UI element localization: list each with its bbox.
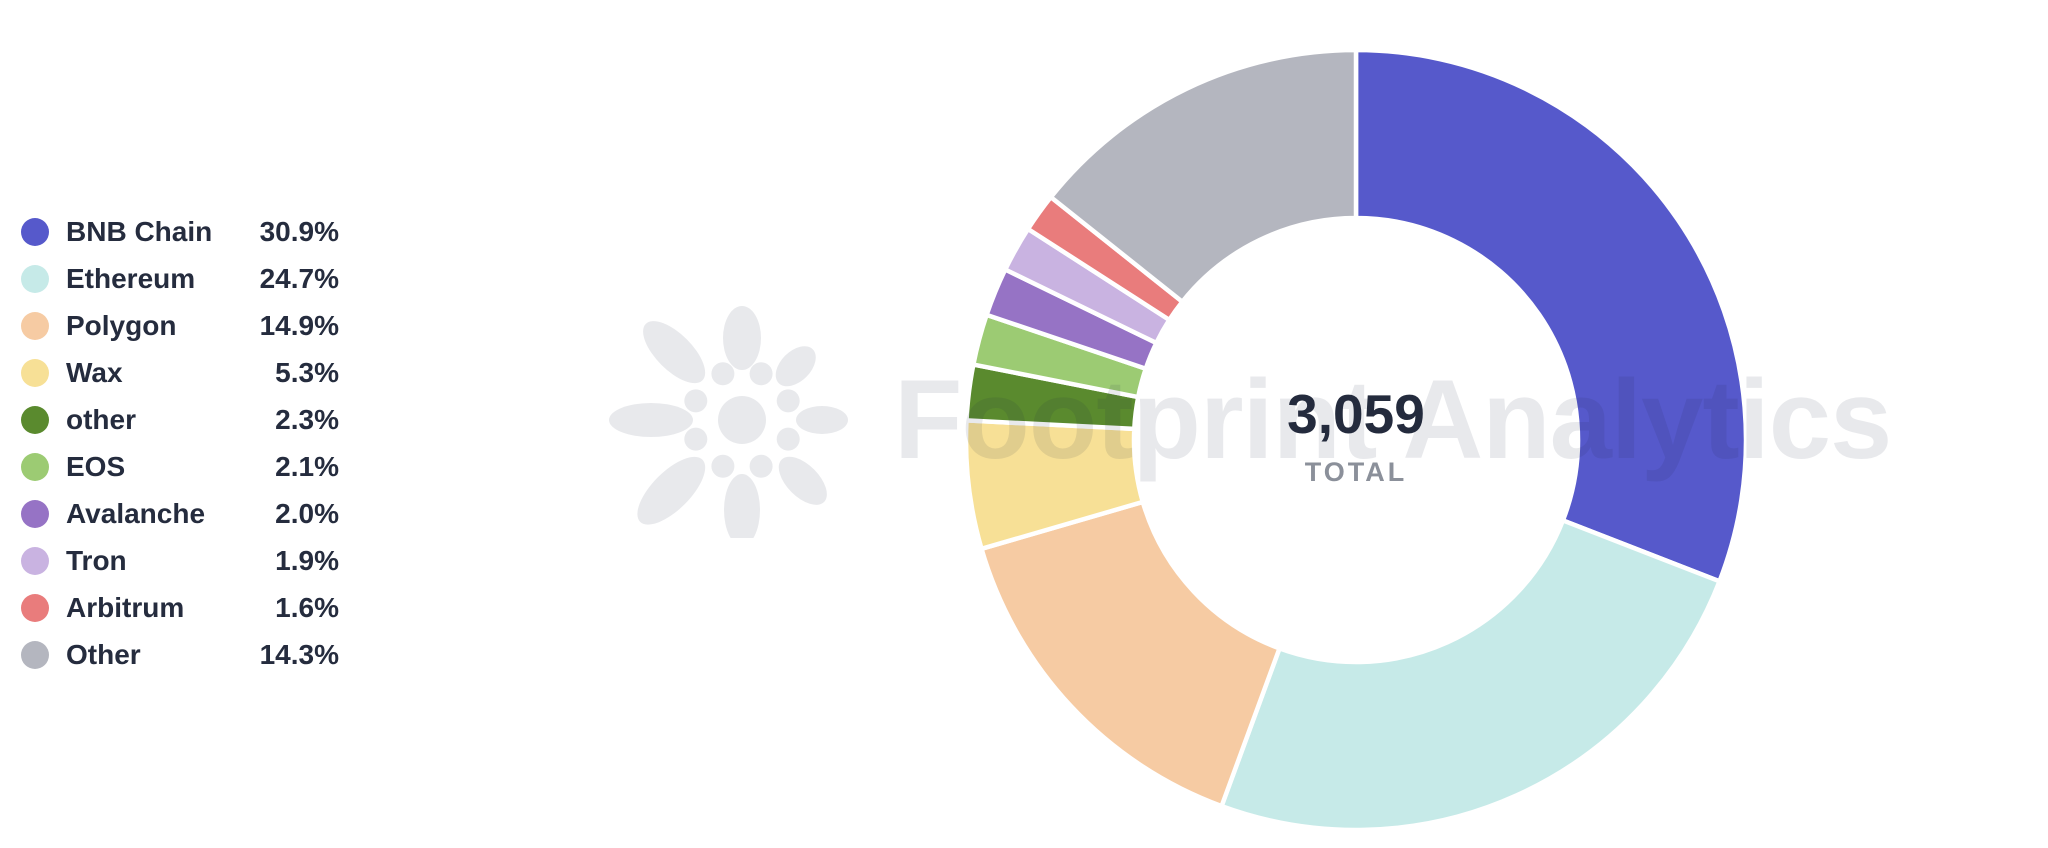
legend-item-ethereum[interactable]: Ethereum 24.7% (21, 255, 339, 302)
legend-label: Avalanche (66, 497, 206, 529)
legend-value: 24.7% (259, 262, 339, 294)
legend-item-avalanche[interactable]: Avalanche 2.0% (21, 490, 339, 537)
legend-label: Wax (66, 356, 123, 388)
legend-label: Other (66, 638, 141, 670)
legend-value: 2.3% (275, 403, 339, 435)
legend-label: Arbitrum (66, 591, 185, 623)
chart-legend: BNB Chain 30.9% Ethereum 24.7% Polygon 14.9% W… (21, 208, 339, 678)
legend-swatch-icon (21, 264, 49, 293)
legend-value: 14.9% (259, 309, 339, 341)
legend-value: 14.3% (259, 638, 339, 670)
legend-label: EOS (66, 450, 126, 482)
legend-swatch-icon (21, 452, 49, 481)
legend-swatch-icon (21, 358, 49, 387)
donut-slice-ethereum[interactable] (1218, 517, 1723, 833)
legend-swatch-icon (21, 546, 49, 575)
legend-item-other[interactable]: other 2.3% (21, 396, 339, 443)
legend-label: Ethereum (66, 262, 196, 294)
legend-value: 2.1% (275, 450, 339, 482)
legend-item-other[interactable]: Other 14.3% (21, 631, 339, 678)
legend-value: 1.9% (275, 544, 339, 576)
legend-label: BNB Chain (66, 215, 213, 247)
donut-slice-bnb-chain[interactable] (1353, 47, 1749, 585)
legend-swatch-icon (21, 405, 49, 434)
legend-swatch-icon (21, 593, 49, 622)
legend-item-wax[interactable]: Wax 5.3% (21, 349, 339, 396)
legend-label: Tron (66, 544, 127, 576)
legend-label: Polygon (66, 309, 177, 341)
legend-value: 2.0% (275, 497, 339, 529)
legend-value: 30.9% (259, 215, 339, 247)
legend-swatch-icon (21, 311, 49, 340)
legend-value: 5.3% (275, 356, 339, 388)
legend-swatch-icon (21, 217, 49, 246)
donut-slice-polygon[interactable] (978, 499, 1283, 809)
donut-slice-other[interactable] (1047, 47, 1359, 305)
legend-value: 1.6% (275, 591, 339, 623)
legend-item-polygon[interactable]: Polygon 14.9% (21, 302, 339, 349)
legend-item-tron[interactable]: Tron 1.9% (21, 537, 339, 584)
legend-item-eos[interactable]: EOS 2.1% (21, 443, 339, 490)
legend-item-arbitrum[interactable]: Arbitrum 1.6% (21, 584, 339, 631)
legend-swatch-icon (21, 640, 49, 669)
legend-label: other (66, 403, 136, 435)
legend-swatch-icon (21, 499, 49, 528)
legend-item-bnb-chain[interactable]: BNB Chain 30.9% (21, 208, 339, 255)
